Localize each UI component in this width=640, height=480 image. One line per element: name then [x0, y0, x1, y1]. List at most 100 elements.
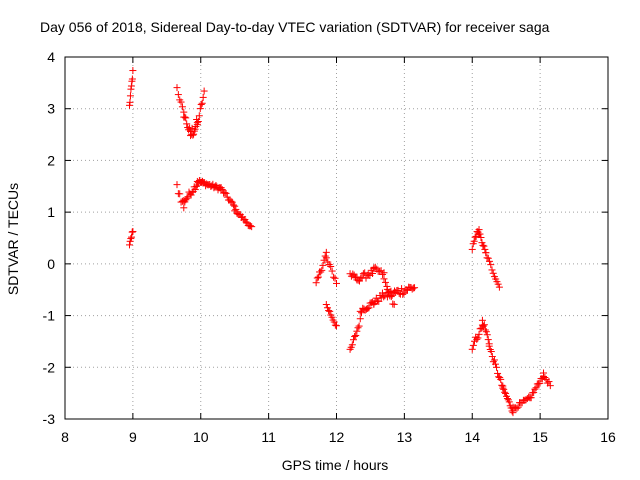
data-point	[371, 263, 379, 271]
y-tick-label: -1	[43, 308, 56, 324]
data-point	[322, 254, 330, 262]
data-point	[181, 113, 189, 121]
x-tick-label: 8	[61, 429, 69, 445]
data-point	[398, 285, 406, 293]
data-point	[486, 257, 494, 265]
data-point	[125, 241, 133, 249]
y-axis-label: SDTVAR / TECUs	[5, 183, 21, 295]
data-point	[197, 101, 205, 109]
data-point	[489, 269, 497, 277]
y-tick-label: 1	[47, 204, 55, 220]
data-point	[194, 118, 202, 126]
data-point	[383, 282, 391, 290]
data-point	[505, 398, 513, 406]
data-point	[222, 189, 230, 197]
data-point	[200, 87, 208, 95]
data-point	[176, 190, 184, 198]
data-point	[369, 269, 377, 277]
data-point	[513, 404, 521, 412]
data-point	[483, 331, 491, 339]
x-tick-label: 10	[193, 429, 209, 445]
data-point	[196, 105, 204, 113]
data-point	[494, 280, 502, 288]
data-point	[351, 332, 359, 340]
data-point	[475, 330, 483, 338]
data-point	[349, 336, 357, 344]
data-point	[195, 112, 203, 120]
data-point	[190, 130, 198, 138]
data-point	[530, 389, 538, 397]
chart-title: Day 056 of 2018, Sidereal Day-to-day VTE…	[40, 19, 550, 35]
data-point	[319, 261, 327, 269]
data-point	[484, 336, 492, 344]
data-point	[497, 375, 505, 383]
data-point	[357, 309, 365, 317]
data-point	[325, 307, 333, 315]
data-point	[365, 304, 373, 312]
data-point	[313, 274, 321, 282]
y-tick-label: 3	[47, 101, 55, 117]
data-point	[501, 388, 509, 396]
data-point	[193, 119, 201, 127]
data-point	[349, 270, 357, 278]
data-point	[470, 237, 478, 245]
y-tick-label: 4	[47, 49, 55, 65]
data-point	[221, 189, 229, 197]
data-point	[191, 186, 199, 194]
data-point	[379, 270, 387, 278]
data-point	[499, 382, 507, 390]
data-point	[473, 335, 481, 343]
data-point	[328, 267, 336, 275]
grid	[65, 57, 608, 419]
data-point	[354, 324, 362, 332]
data-point	[173, 84, 181, 92]
data-point	[183, 120, 191, 128]
data-point	[546, 382, 554, 390]
data-point	[480, 321, 488, 329]
data-point	[390, 300, 398, 308]
data-point	[481, 326, 489, 334]
data-point	[476, 230, 484, 238]
data-point	[183, 194, 191, 202]
y-tick-label: -2	[43, 359, 56, 375]
data-point	[173, 181, 181, 189]
data-point	[365, 271, 373, 279]
data-point	[411, 284, 419, 292]
data-point	[333, 279, 340, 287]
data-point	[174, 91, 182, 99]
y-tick-label: 2	[47, 152, 55, 168]
data-point	[326, 307, 334, 315]
y-tick-label: 0	[47, 256, 55, 272]
data-point	[189, 131, 197, 139]
data-point	[128, 75, 136, 83]
data-point	[228, 198, 236, 206]
data-point	[500, 385, 508, 393]
x-tick-label: 13	[397, 429, 413, 445]
data-point	[545, 378, 553, 386]
data-point	[485, 342, 493, 350]
data-point	[331, 274, 339, 282]
data-point	[482, 328, 490, 336]
data-point	[182, 114, 190, 122]
data-point	[129, 228, 137, 236]
data-point	[353, 327, 361, 335]
data-point	[128, 228, 136, 236]
data-point	[356, 315, 364, 323]
data-point	[359, 270, 367, 278]
data-point	[531, 385, 539, 393]
data-point	[128, 233, 136, 241]
data-point	[479, 241, 487, 249]
data-point	[468, 345, 476, 353]
data-point	[474, 334, 482, 342]
data-point	[536, 379, 544, 387]
data-point	[384, 289, 392, 297]
data-point	[312, 279, 320, 287]
data-point	[394, 286, 402, 294]
data-point	[540, 369, 548, 377]
data-point	[322, 300, 330, 308]
data-point	[126, 98, 134, 106]
data-point	[480, 242, 488, 250]
data-point	[314, 273, 322, 281]
